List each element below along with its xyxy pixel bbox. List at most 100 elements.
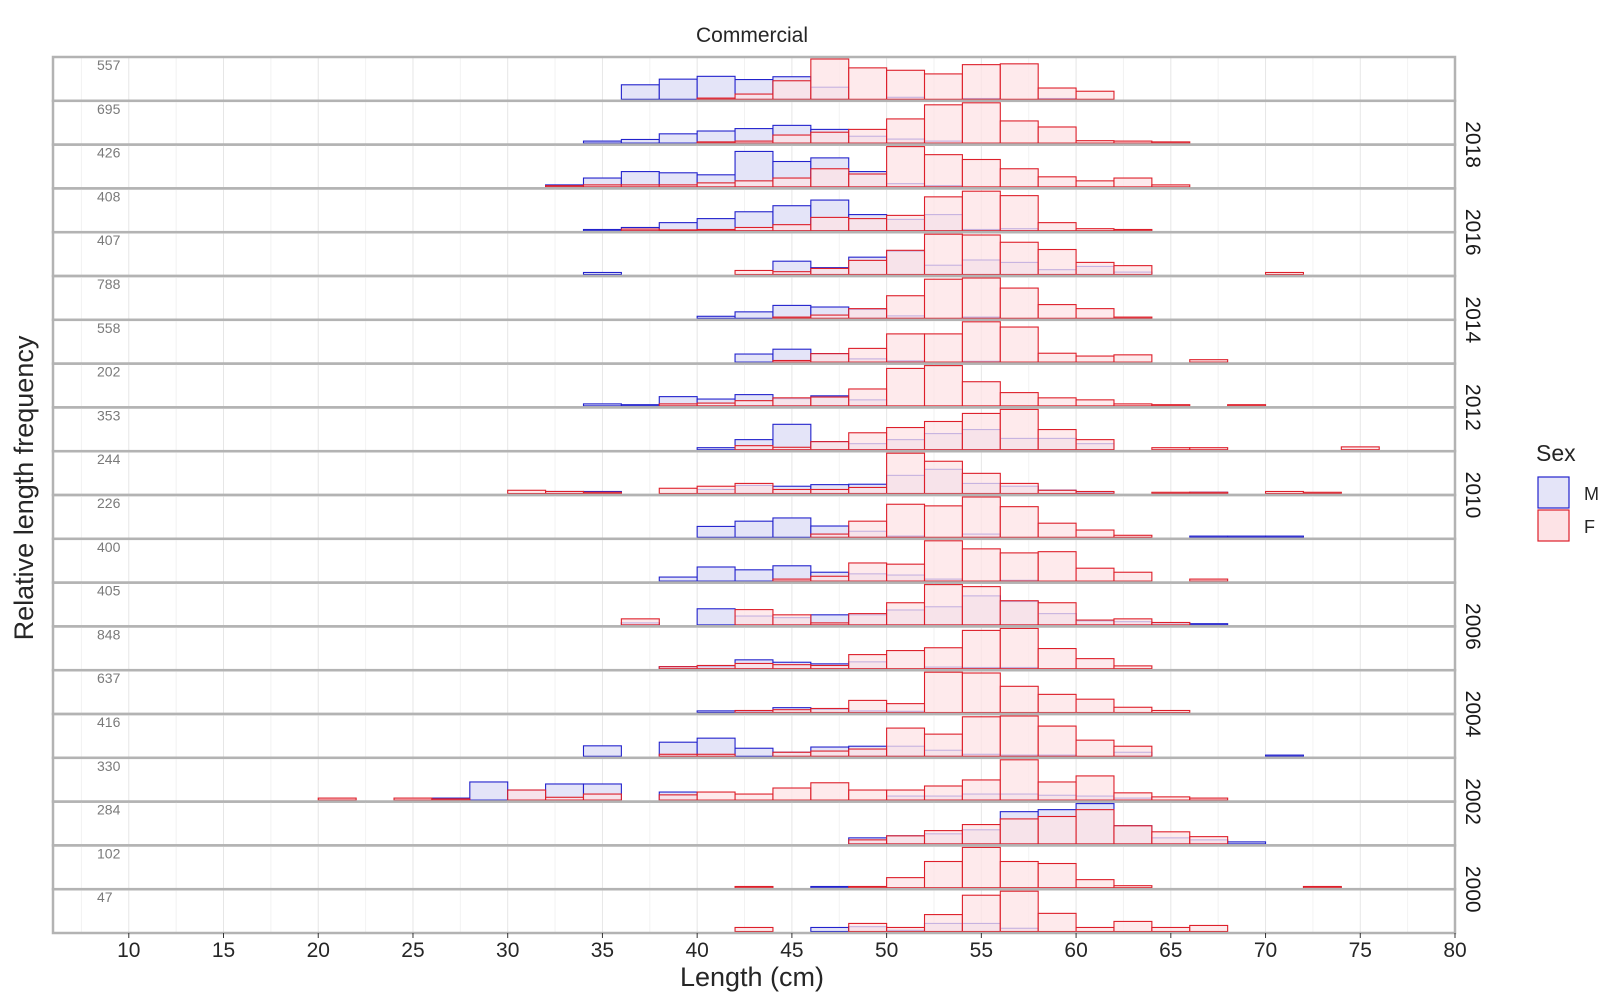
bar-f-2016-62 — [1113, 228, 1153, 232]
bar-f-2015-60 — [1075, 261, 1115, 276]
bar-f-2014-54 — [961, 277, 1001, 319]
bar-f-2013-56 — [999, 326, 1039, 363]
bar-f-2009-60 — [1075, 529, 1115, 538]
bar-f-2017-32 — [545, 185, 585, 188]
bar-f-2005-56 — [999, 627, 1039, 670]
bar-f-2005-48 — [848, 654, 888, 670]
bar-f-2007-46 — [810, 622, 850, 626]
bar-f-2007-42 — [734, 609, 774, 626]
bar-f-2015-50 — [886, 249, 926, 276]
bar-f-2017-40 — [696, 182, 736, 188]
x-tick-label: 70 — [1254, 939, 1277, 962]
bar-f-2014-46 — [810, 314, 850, 319]
x-tick-label: 65 — [1159, 939, 1182, 962]
x-tick-label: 45 — [780, 939, 803, 962]
panel-n-label: 405 — [97, 583, 121, 599]
bar-f-2018-40 — [696, 141, 736, 144]
bar-f-2008-58 — [1037, 551, 1077, 582]
legend-key-f — [1537, 509, 1570, 542]
bar-f-2008-44 — [772, 578, 812, 582]
bar-f-2017-48 — [848, 173, 888, 188]
bar-m-2019-38 — [658, 78, 698, 100]
bar-f-1999-58 — [1037, 912, 1077, 933]
bar-f-2007-44 — [772, 614, 812, 626]
panel-2012: 202 2012 — [51, 362, 1484, 431]
bar-m-2009-40 — [696, 525, 736, 538]
bar-f-2002-20 — [317, 797, 357, 801]
panel-border — [51, 844, 1457, 891]
bar-f-2015-54 — [961, 234, 1001, 276]
bar-m-2016-34 — [582, 228, 622, 232]
panel-2013: 558 — [51, 318, 1457, 365]
bar-f-2004-48 — [848, 699, 888, 714]
bar-f-2010-48 — [848, 486, 888, 495]
bar-f-2017-50 — [886, 146, 926, 188]
bar-f-2008-54 — [961, 548, 1001, 582]
bar-f-2015-44 — [772, 271, 812, 276]
bar-f-2017-46 — [810, 168, 850, 188]
bar-f-2000-48 — [848, 885, 888, 889]
bar-f-2007-52 — [923, 584, 963, 626]
bar-f-2007-48 — [848, 613, 888, 626]
bar-f-2012-64 — [1151, 404, 1191, 407]
bar-f-2015-52 — [923, 233, 963, 276]
bar-f-2002-46 — [810, 782, 850, 801]
bar-f-2010-64 — [1151, 491, 1191, 495]
bar-f-2016-48 — [848, 218, 888, 232]
panel-year-label: 2006 — [1461, 603, 1484, 650]
bar-f-2018-48 — [848, 128, 888, 144]
bar-f-2015-46 — [810, 267, 850, 276]
bar-f-2011-56 — [999, 408, 1039, 451]
panel-border — [51, 800, 1457, 847]
bar-f-2004-44 — [772, 709, 812, 714]
bar-f-2000-52 — [923, 860, 963, 889]
bar-m-2009-66 — [1189, 535, 1229, 538]
bar-f-2002-58 — [1037, 781, 1077, 801]
bar-f-2011-66 — [1189, 447, 1229, 451]
bar-f-2014-56 — [999, 287, 1039, 319]
bar-f-2010-32 — [545, 490, 585, 495]
x-axis: 10 15 20 25 30 35 40 45 50 55 60 65 70 75 80 — [117, 933, 1467, 962]
bar-f-2015-42 — [734, 269, 774, 276]
x-tick-label: 10 — [117, 939, 140, 962]
bar-f-2012-40 — [696, 402, 736, 407]
panel-year-label: 2004 — [1461, 691, 1484, 738]
bar-f-2017-54 — [961, 158, 1001, 188]
x-tick-label: 35 — [591, 939, 614, 962]
bar-f-2001-52 — [923, 830, 963, 845]
x-tick-label: 15 — [212, 939, 235, 962]
x-axis-label: Length (cm) — [680, 962, 824, 992]
panel-2002: 330 2002 — [51, 756, 1484, 825]
bar-f-1999-52 — [923, 914, 963, 933]
panel-2007: 405 2006 — [51, 581, 1484, 650]
bar-f-2008-56 — [999, 552, 1039, 582]
bar-m-2007-66 — [1189, 623, 1229, 626]
panel-n-label: 557 — [97, 57, 121, 73]
bar-m-2008-38 — [658, 576, 698, 582]
bar-f-1999-62 — [1113, 920, 1153, 933]
bar-f-2003-60 — [1075, 739, 1115, 757]
x-tick-label: 55 — [970, 939, 993, 962]
bar-f-2009-52 — [923, 505, 963, 538]
panel-n-label: 226 — [97, 495, 121, 511]
bar-m-2009-70 — [1264, 535, 1304, 538]
panel-year-label: 2018 — [1461, 121, 1484, 168]
bar-f-2019-40 — [696, 97, 736, 100]
panel-n-label: 695 — [97, 101, 121, 117]
legend-label-f: F — [1584, 517, 1595, 537]
bar-m-2018-36 — [620, 138, 660, 144]
bar-f-2018-54 — [961, 102, 1001, 144]
bar-f-2002-60 — [1075, 775, 1115, 801]
bar-f-2018-44 — [772, 134, 812, 144]
bar-f-2017-58 — [1037, 176, 1077, 188]
bar-f-2016-50 — [886, 214, 926, 232]
bar-f-2013-52 — [923, 333, 963, 363]
bar-m-2018-34 — [582, 140, 622, 144]
bar-f-2001-64 — [1151, 831, 1191, 845]
panel-2015: 407 — [51, 230, 1457, 278]
panel-2010: 244 2010 — [51, 449, 1484, 518]
bar-f-2005-52 — [923, 647, 963, 670]
bar-f-2002-24 — [393, 797, 433, 801]
bar-f-2010-60 — [1075, 490, 1115, 495]
bar-f-2005-54 — [961, 629, 1001, 670]
